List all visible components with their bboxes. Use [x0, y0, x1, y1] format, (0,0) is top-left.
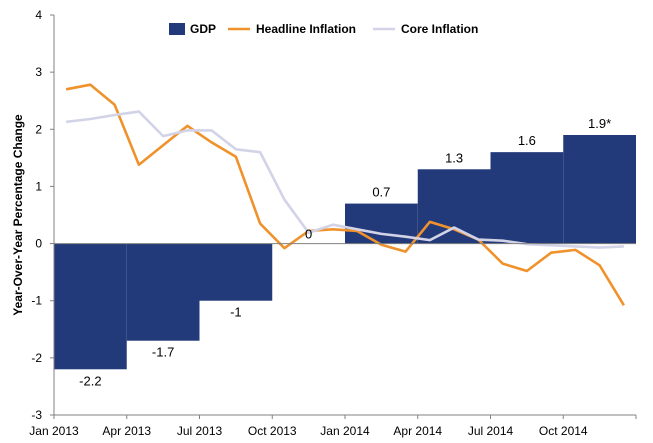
y-tick-label: -2 — [31, 351, 42, 365]
x-tick-label: Jan 2014 — [320, 424, 370, 438]
legend-label: Headline Inflation — [256, 22, 356, 36]
x-tick-label: Jan 2013 — [29, 424, 79, 438]
y-axis-label: Year-Over-Year Percentage Change — [11, 114, 25, 316]
x-tick-label: Oct 2014 — [539, 424, 588, 438]
y-tick-label: 2 — [35, 122, 42, 136]
x-tick-label: Oct 2013 — [248, 424, 297, 438]
legend-label: GDP — [190, 22, 216, 36]
legend-label: Core Inflation — [401, 22, 478, 36]
gdp-bar — [199, 243, 273, 301]
gdp-bar — [54, 243, 127, 370]
gdp-bar — [417, 169, 491, 244]
gdp-data-label: 1.9* — [588, 116, 611, 131]
gdp-data-label: 0.7 — [372, 185, 390, 200]
x-tick-label: Apr 2013 — [102, 424, 151, 438]
x-tick-label: Jul 2013 — [177, 424, 223, 438]
inflation-lines — [65, 83, 625, 306]
gdp-bar — [490, 152, 564, 244]
gdp-data-label: -1.7 — [152, 345, 174, 360]
y-tick-label: -1 — [31, 294, 42, 308]
axes: -3 -2 -1 0 1 2 3 4 Jan 2013 Apr 2013 Jul 2013 Oct 2… — [29, 8, 637, 438]
y-tick-label: -3 — [31, 408, 42, 422]
x-tick-label: Jul 2014 — [468, 424, 514, 438]
gdp-bar — [126, 243, 200, 341]
y-tick-label: 0 — [35, 237, 42, 251]
x-tick-label: Apr 2014 — [393, 424, 442, 438]
headline-inflation-line — [65, 83, 625, 306]
y-tick-label: 3 — [35, 65, 42, 79]
gdp-data-label: 0 — [305, 227, 312, 242]
core-inflation-line — [65, 110, 624, 249]
gdp-data-label: 1.6 — [518, 133, 536, 148]
gdp-bar — [563, 135, 636, 244]
gdp-data-label: -2.2 — [79, 373, 101, 388]
y-tick-label: 4 — [35, 8, 42, 22]
gdp-data-label: -1 — [230, 305, 242, 320]
legend-swatch-gdp — [169, 23, 185, 35]
data-labels: -2.2 -1.7 -1 0 0.7 1.3 1.6 1.9* — [79, 116, 611, 388]
gdp-bars — [54, 135, 636, 370]
y-tick-label: 1 — [35, 179, 42, 193]
legend: GDP Headline Inflation Core Inflation — [169, 22, 478, 36]
gdp-data-label: 1.3 — [445, 150, 463, 165]
